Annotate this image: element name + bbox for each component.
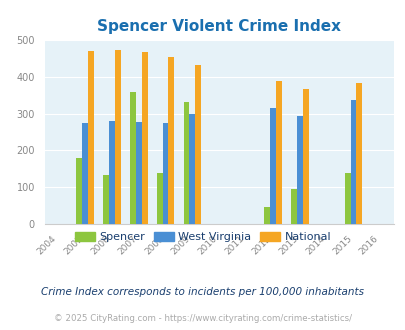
- Bar: [76, 158, 82, 224]
- Bar: [162, 123, 168, 224]
- Legend: Spencer, West Virginia, National: Spencer, West Virginia, National: [70, 228, 335, 247]
- Text: © 2025 CityRating.com - https://www.cityrating.com/crime-statistics/: © 2025 CityRating.com - https://www.city…: [54, 314, 351, 323]
- Bar: [290, 189, 296, 224]
- Bar: [275, 82, 281, 224]
- Bar: [356, 83, 362, 224]
- Bar: [183, 102, 189, 224]
- Bar: [302, 89, 308, 224]
- Bar: [135, 122, 141, 224]
- Bar: [88, 51, 94, 224]
- Bar: [263, 207, 269, 224]
- Bar: [109, 120, 115, 224]
- Bar: [189, 114, 195, 224]
- Title: Spencer Violent Crime Index: Spencer Violent Crime Index: [97, 19, 340, 34]
- Text: Crime Index corresponds to incidents per 100,000 inhabitants: Crime Index corresponds to incidents per…: [41, 287, 364, 297]
- Bar: [195, 65, 201, 224]
- Bar: [344, 173, 350, 224]
- Bar: [269, 108, 275, 224]
- Bar: [168, 57, 174, 224]
- Bar: [82, 123, 88, 224]
- Bar: [115, 50, 120, 224]
- Bar: [141, 52, 147, 224]
- Bar: [103, 175, 109, 224]
- Bar: [350, 100, 356, 224]
- Bar: [296, 116, 302, 224]
- Bar: [156, 173, 162, 224]
- Bar: [130, 92, 135, 224]
